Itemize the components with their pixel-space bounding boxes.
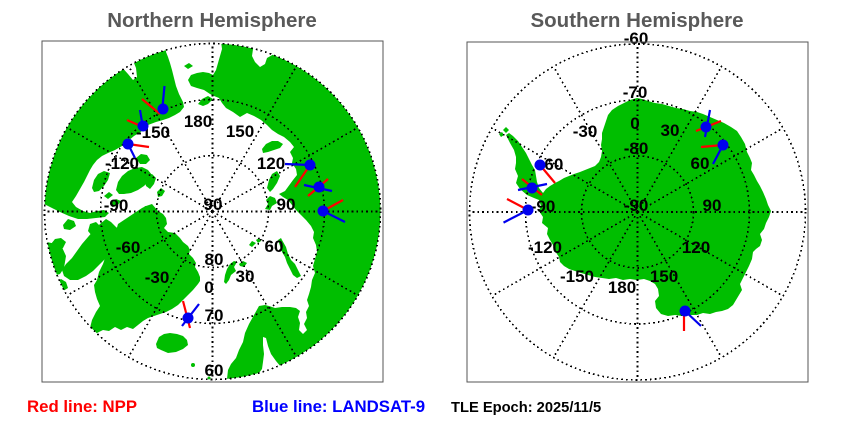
svg-text:-30: -30 xyxy=(145,268,170,287)
svg-text:-60: -60 xyxy=(624,29,649,48)
svg-text:-120: -120 xyxy=(528,238,562,257)
svg-text:90: 90 xyxy=(204,195,223,214)
svg-text:-30: -30 xyxy=(573,122,598,141)
svg-text:Southern Hemisphere: Southern Hemisphere xyxy=(530,9,743,32)
svg-text:90: 90 xyxy=(703,196,722,215)
svg-text:90: 90 xyxy=(277,195,296,214)
svg-text:-70: -70 xyxy=(623,83,648,102)
svg-text:70: 70 xyxy=(205,306,224,325)
svg-text:30: 30 xyxy=(661,121,680,140)
svg-text:60: 60 xyxy=(691,154,710,173)
svg-text:0: 0 xyxy=(204,278,213,297)
svg-text:150: 150 xyxy=(650,267,678,286)
svg-text:-120: -120 xyxy=(105,154,139,173)
svg-text:0: 0 xyxy=(630,114,639,133)
svg-text:Northern Hemisphere: Northern Hemisphere xyxy=(107,9,317,32)
svg-text:150: 150 xyxy=(226,122,254,141)
svg-text:180: 180 xyxy=(184,112,212,131)
svg-text:60: 60 xyxy=(205,361,224,380)
svg-text:180: 180 xyxy=(608,278,636,297)
svg-text:-80: -80 xyxy=(624,139,649,158)
svg-text:Blue line: LANDSAT-9: Blue line: LANDSAT-9 xyxy=(252,397,425,416)
svg-text:80: 80 xyxy=(205,250,224,269)
svg-text:-90: -90 xyxy=(624,196,649,215)
svg-text:-90: -90 xyxy=(104,196,129,215)
svg-text:60: 60 xyxy=(265,237,284,256)
svg-text:120: 120 xyxy=(682,238,710,257)
svg-text:30: 30 xyxy=(236,267,255,286)
svg-text:120: 120 xyxy=(257,154,285,173)
svg-text:TLE Epoch: 2025/11/5: TLE Epoch: 2025/11/5 xyxy=(451,400,601,416)
svg-text:-150: -150 xyxy=(560,267,594,286)
svg-text:Red line: NPP: Red line: NPP xyxy=(27,397,137,416)
svg-text:-90: -90 xyxy=(531,197,556,216)
svg-text:-60: -60 xyxy=(116,238,141,257)
